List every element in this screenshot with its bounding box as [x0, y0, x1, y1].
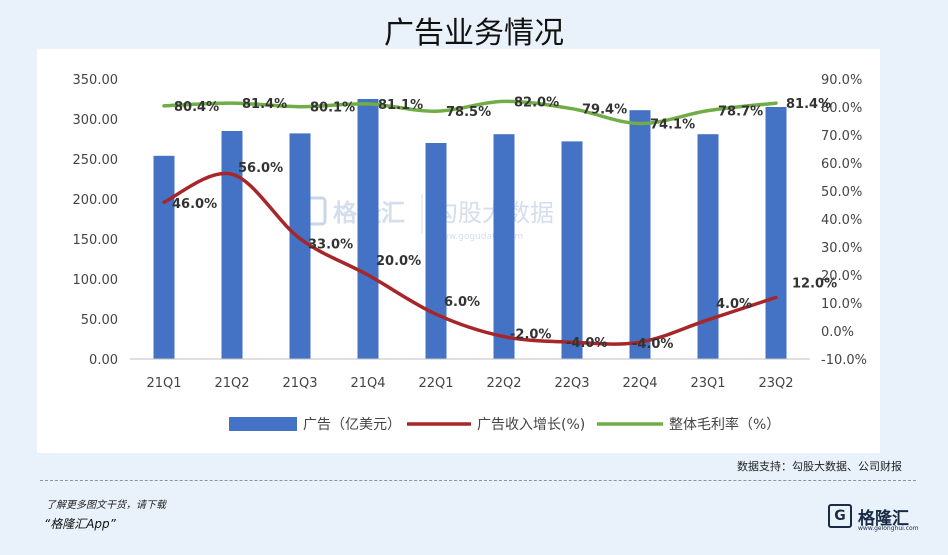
y2-tick-label: 70.0% [821, 129, 862, 144]
x-tick-label: 22Q2 [486, 376, 521, 391]
margin-data-label: 78.5% [446, 105, 491, 120]
y2-tick-label: -10.0% [821, 353, 867, 368]
promo-line-1: 了解更多图文干货，请下载 [46, 500, 166, 511]
y2-tick-label: 0.0% [821, 325, 854, 340]
y-tick-label: 150.00 [73, 233, 119, 248]
margin-data-label: 80.4% [174, 100, 219, 115]
logo-name: 格隆汇 [858, 509, 909, 529]
x-tick-label: 22Q3 [554, 376, 589, 391]
x-tick-label: 22Q4 [622, 376, 657, 391]
growth-data-label: 56.0% [238, 161, 283, 176]
margin-data-label: 79.4% [582, 103, 627, 118]
x-tick-label: 21Q1 [146, 376, 181, 391]
margin-data-label: 81.4% [786, 97, 831, 112]
legend-label-bar: 广告（亿美元） [303, 417, 401, 433]
margin-data-label: 81.4% [242, 97, 287, 112]
bar-22Q2 [493, 134, 515, 359]
y-tick-label: 250.00 [73, 153, 119, 168]
growth-data-label: 33.0% [308, 238, 353, 253]
bar-22Q3 [561, 141, 583, 359]
margin-data-label: 82.0% [514, 95, 559, 110]
x-tick-label: 23Q1 [690, 376, 725, 391]
y2-tick-label: 40.0% [821, 213, 862, 228]
legend-label-growth: 广告收入增长(%) [477, 417, 585, 433]
bar-22Q4 [629, 110, 651, 359]
brand-logo: G 格隆汇 www.gelonghui.com [828, 502, 919, 536]
bar-23Q1 [697, 134, 719, 359]
logo-icon: G [828, 504, 852, 528]
promo-line-2: “格隆汇App” [44, 517, 116, 531]
x-tick-label: 21Q2 [214, 376, 249, 391]
margin-line [162, 99, 778, 126]
x-tick-label: 21Q3 [282, 376, 317, 391]
growth-data-label: 4.0% [716, 297, 752, 312]
bar-21Q2 [221, 131, 243, 359]
growth-data-label: 20.0% [376, 254, 421, 269]
legend-swatch-bar [229, 417, 297, 431]
x-tick-label: 22Q1 [418, 376, 453, 391]
bar-21Q3 [289, 133, 311, 359]
y-tick-label: 200.00 [73, 193, 119, 208]
growth-data-label: 12.0% [792, 276, 837, 291]
bar-22Q1 [425, 143, 447, 359]
growth-data-label: -4.0% [566, 336, 607, 351]
logo-url: www.gelonghui.com [858, 525, 919, 532]
growth-data-label: -4.0% [632, 337, 673, 352]
y2-tick-label: 30.0% [821, 241, 862, 256]
y2-tick-label: 60.0% [821, 157, 862, 172]
growth-data-label: 6.0% [444, 295, 480, 310]
watermark-url: www.gogudata.com [434, 232, 523, 242]
margin-data-label: 81.1% [378, 98, 423, 113]
x-tick-label: 23Q2 [758, 376, 793, 391]
y-tick-label: 300.00 [73, 113, 119, 128]
y-tick-label: 0.00 [89, 353, 118, 368]
y-tick-label: 350.00 [73, 73, 119, 88]
y2-tick-label: 80.0% [821, 101, 862, 116]
x-tick-label: 21Q4 [350, 376, 385, 391]
y2-tick-label: 10.0% [821, 297, 862, 312]
y-tick-label: 100.00 [73, 273, 119, 288]
bar-23Q2 [765, 107, 787, 359]
growth-data-label: -2.0% [510, 328, 551, 343]
growth-data-label: 46.0% [172, 197, 217, 212]
margin-data-label: 74.1% [650, 118, 695, 133]
y2-tick-label: 90.0% [821, 73, 862, 88]
chart-svg: 格隆汇勾股大数据www.gogudata.com0.0050.00100.001… [73, 73, 868, 433]
data-source: 数据支持：勾股大数据、公司财报 [737, 460, 902, 473]
y2-tick-label: 20.0% [821, 269, 862, 284]
bar-21Q4 [357, 99, 379, 359]
margin-data-label: 80.1% [310, 101, 355, 116]
growth-line [162, 171, 778, 346]
legend-label-margin: 整体毛利率（%） [669, 416, 780, 433]
bar-21Q1 [153, 155, 175, 359]
y-tick-label: 50.00 [81, 313, 118, 328]
y2-tick-label: 50.0% [821, 185, 862, 200]
divider [40, 480, 916, 481]
chart-panel: 格隆汇勾股大数据www.gogudata.com0.0050.00100.001… [37, 49, 880, 453]
page-title: 广告业务情况 [384, 16, 564, 51]
margin-data-label: 78.7% [718, 105, 763, 120]
